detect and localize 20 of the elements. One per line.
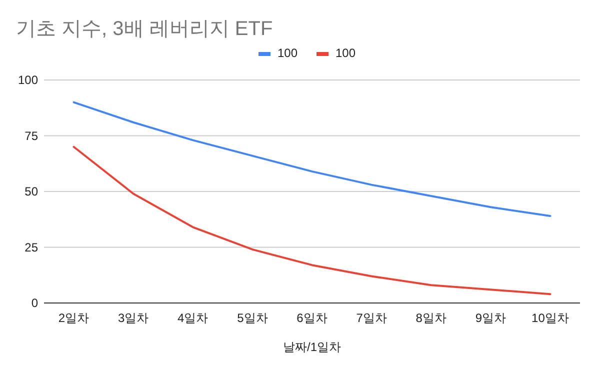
line-series xyxy=(72,146,552,296)
x-tick-label: 8일차 xyxy=(416,311,446,325)
y-tick-label: 75 xyxy=(24,128,38,143)
x-tick-label: 2일차 xyxy=(58,311,90,325)
line-series xyxy=(72,101,552,218)
y-tick-label: 100 xyxy=(18,73,38,87)
x-tick-label: 7일차 xyxy=(356,311,387,325)
x-tick-label: 3일차 xyxy=(118,311,149,325)
x-tick-label: 6일차 xyxy=(296,311,328,325)
legend-label: 100 xyxy=(278,46,298,60)
y-tick-label: 50 xyxy=(24,184,38,198)
x-axis-title: 날짜/1일차 xyxy=(282,340,342,354)
y-tick-label: 25 xyxy=(24,240,38,254)
x-tick-label: 5일차 xyxy=(237,311,268,325)
y-tick-label: 0 xyxy=(31,296,38,310)
chart-title: 기초 지수, 3배 레버리지 ETF xyxy=(16,18,273,40)
legend-label: 100 xyxy=(336,46,356,60)
x-tick-label: 9일차 xyxy=(475,311,506,325)
x-tick-label: 10일차 xyxy=(532,311,569,325)
x-tick-label: 4일차 xyxy=(178,311,208,325)
